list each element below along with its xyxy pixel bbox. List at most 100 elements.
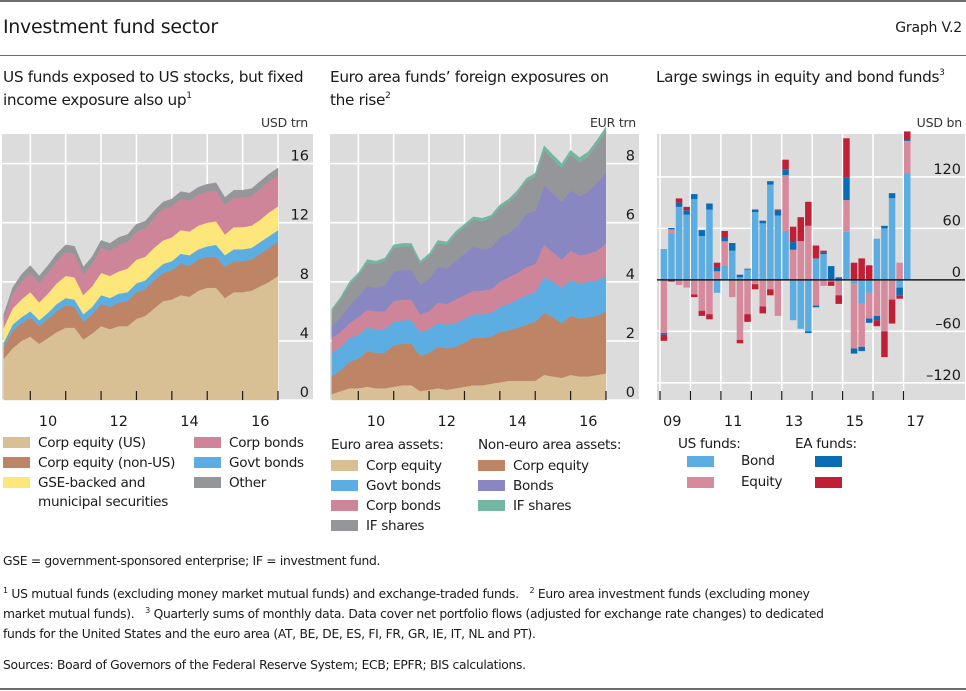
panel3-xtick-label: 17 — [906, 414, 924, 430]
panel3-bar-ea-funds-bond — [866, 318, 873, 323]
panel3-bar-us-funds-equity — [751, 279, 759, 285]
panel3-bar-us-funds-equity — [691, 279, 698, 295]
legend-item: GSE-backed and — [3, 475, 145, 492]
panel3-bar-ea-funds-equity — [888, 299, 896, 324]
legend-swatch — [194, 457, 221, 468]
panel3-bar-ea-funds-equity — [827, 281, 835, 286]
legend-label: IF shares — [513, 498, 572, 514]
legend-swatch — [194, 437, 221, 448]
panel1-chart: 0 4 8 12 16 10 12 14 16 — [2, 134, 313, 430]
panel3-bar-ea-funds-bond — [660, 333, 668, 335]
panel2-footnote-ref: 2 — [385, 91, 391, 101]
abbreviations-note: GSE = government-sponsored enterprise; I… — [3, 554, 381, 568]
panel3-bar-ea-funds-equity — [850, 262, 858, 280]
panel3-ytick-label: 120 — [933, 162, 961, 178]
panel3-bar-us-funds-equity — [683, 279, 690, 288]
legend-label: Corp equity — [366, 458, 442, 474]
legend-label: Bond — [741, 453, 775, 469]
panel3-bar-ea-funds-equity — [698, 310, 706, 316]
legend-item: Govt bonds — [331, 478, 441, 495]
panel3-bar-ea-funds-equity — [675, 198, 683, 203]
panel2-area-non-euro-area-assets-if-shares — [331, 125, 607, 312]
panel3-bar-us-funds-equity — [698, 279, 706, 311]
panel3-bar-ea-funds-equity — [789, 226, 797, 243]
legend-item: Corp bonds — [331, 498, 441, 515]
panel3-bar-us-funds-equity — [835, 281, 842, 296]
panel3-legend: US funds: EA funds: Bond Equity — [678, 436, 938, 496]
panel3-bar-ea-funds-equity — [767, 289, 774, 296]
panel3-bar-ea-funds-bond — [820, 252, 827, 255]
footnote-line-1: 1 US mutual funds (excluding money marke… — [3, 584, 965, 604]
panel3-bar-ea-funds-bond — [721, 237, 728, 242]
legend-label: Bonds — [513, 478, 554, 494]
panel3-bar-us-funds-equity — [660, 279, 668, 334]
panel2-title: Euro area funds’ foreign exposures on th… — [330, 66, 630, 112]
panel3-bar-us-funds-bond — [812, 258, 820, 280]
panel3-bar-us-funds-bond — [668, 233, 675, 280]
panel3-bar-ea-funds-bond — [881, 225, 888, 229]
legend-item: Corp equity (US) — [3, 435, 146, 452]
panel3-xtick-label: 13 — [785, 414, 803, 430]
panel3-bar-us-funds-equity — [888, 279, 896, 300]
legend-label-continued: municipal securities — [38, 494, 168, 511]
panel3-bar-ea-funds-bond — [675, 202, 683, 207]
panel3-bar-ea-funds-bond — [904, 140, 911, 141]
panel1-ytick-label: 8 — [300, 267, 309, 283]
legend-item: Other — [194, 475, 266, 492]
panel3-footnote-ref: 3 — [939, 68, 945, 78]
panel3-bar-us-funds-bond — [706, 209, 713, 280]
panel3-ytick-label: 60 — [943, 213, 961, 229]
footnote-line-2: market mutual funds). 3 Quarterly sums o… — [3, 604, 965, 624]
legend-label: GSE-backed and — [38, 475, 146, 491]
panel3-bar-us-funds-equity — [812, 279, 820, 306]
top-rule — [0, 0, 966, 2]
panel3-bar-ea-funds-bond — [767, 181, 774, 185]
panel3-bar-us-funds-equity — [850, 284, 858, 349]
panel3-bar-ea-funds-equity — [751, 284, 759, 290]
panel3-chart: –120 –60 0 60 120 09 11 13 15 17 — [657, 131, 965, 430]
panel1-legend: Corp equity (US) Corp equity (non-US) GS… — [3, 435, 323, 515]
panel3-bar-us-funds-bond — [797, 279, 804, 329]
panel3-bar-us-funds-equity — [827, 279, 835, 282]
footnote-1: US mutual funds (excluding money market … — [11, 587, 519, 601]
panel3-bar-ea-funds-equity — [691, 294, 698, 298]
panel3-bar-us-funds-equity — [774, 279, 782, 316]
sources-note: Sources: Board of Governors of the Feder… — [3, 658, 526, 672]
panel3-xtick-label: 15 — [846, 414, 864, 430]
panel3-bar-us-funds-equity — [858, 303, 865, 347]
legend-swatch-us-bond — [687, 456, 714, 467]
graph-title: Investment fund sector — [3, 16, 218, 38]
panel2-ytick-label: 4 — [626, 267, 635, 283]
legend-item: Govt bonds — [194, 455, 304, 472]
panel3-bar-us-funds-bond — [873, 238, 881, 280]
panel3-bar-ea-funds-bond — [789, 242, 797, 250]
panel3-bar-ea-funds-equity — [706, 314, 713, 320]
legend-label: Corp bonds — [229, 435, 304, 451]
legend-label: Other — [229, 475, 267, 491]
panel1-ytick-label: 12 — [291, 208, 309, 224]
legend-item: Corp equity — [331, 458, 442, 475]
legend-swatch — [331, 480, 358, 491]
legend-swatch — [194, 477, 221, 488]
panel3-bar-us-funds-bond — [698, 236, 706, 280]
legend-item: Corp bonds — [194, 435, 304, 452]
legend-item: Bonds — [478, 478, 554, 495]
panel3-bar-us-funds-equity — [713, 271, 721, 280]
legend-label: Govt bonds — [229, 455, 304, 471]
panel3-bar-ea-funds-bond — [896, 287, 903, 296]
panel1-footnote-ref: 1 — [186, 91, 192, 101]
panel2-legend: Euro area assets: Non-euro area assets: … — [331, 437, 651, 537]
legend-swatch — [331, 500, 358, 511]
legend-label: Corp equity (non-US) — [38, 455, 176, 471]
panel3-unit: USD bn — [916, 115, 963, 130]
panel3-bar-us-funds-bond — [683, 214, 690, 280]
panel3-bar-ea-funds-equity — [881, 331, 888, 358]
panel3-bar-ea-funds-bond — [850, 348, 858, 354]
panel3-bar-ea-funds-equity — [843, 138, 850, 178]
panel3-bar-ea-funds-bond — [843, 177, 850, 201]
legend-group-title: US funds: — [678, 436, 741, 452]
panel2-xtick-label: 12 — [438, 414, 456, 430]
panel3-bar-us-funds-bond — [866, 279, 873, 293]
panel3-bar-ea-funds-equity — [805, 201, 812, 226]
panel3-bar-us-funds-bond — [767, 184, 774, 280]
